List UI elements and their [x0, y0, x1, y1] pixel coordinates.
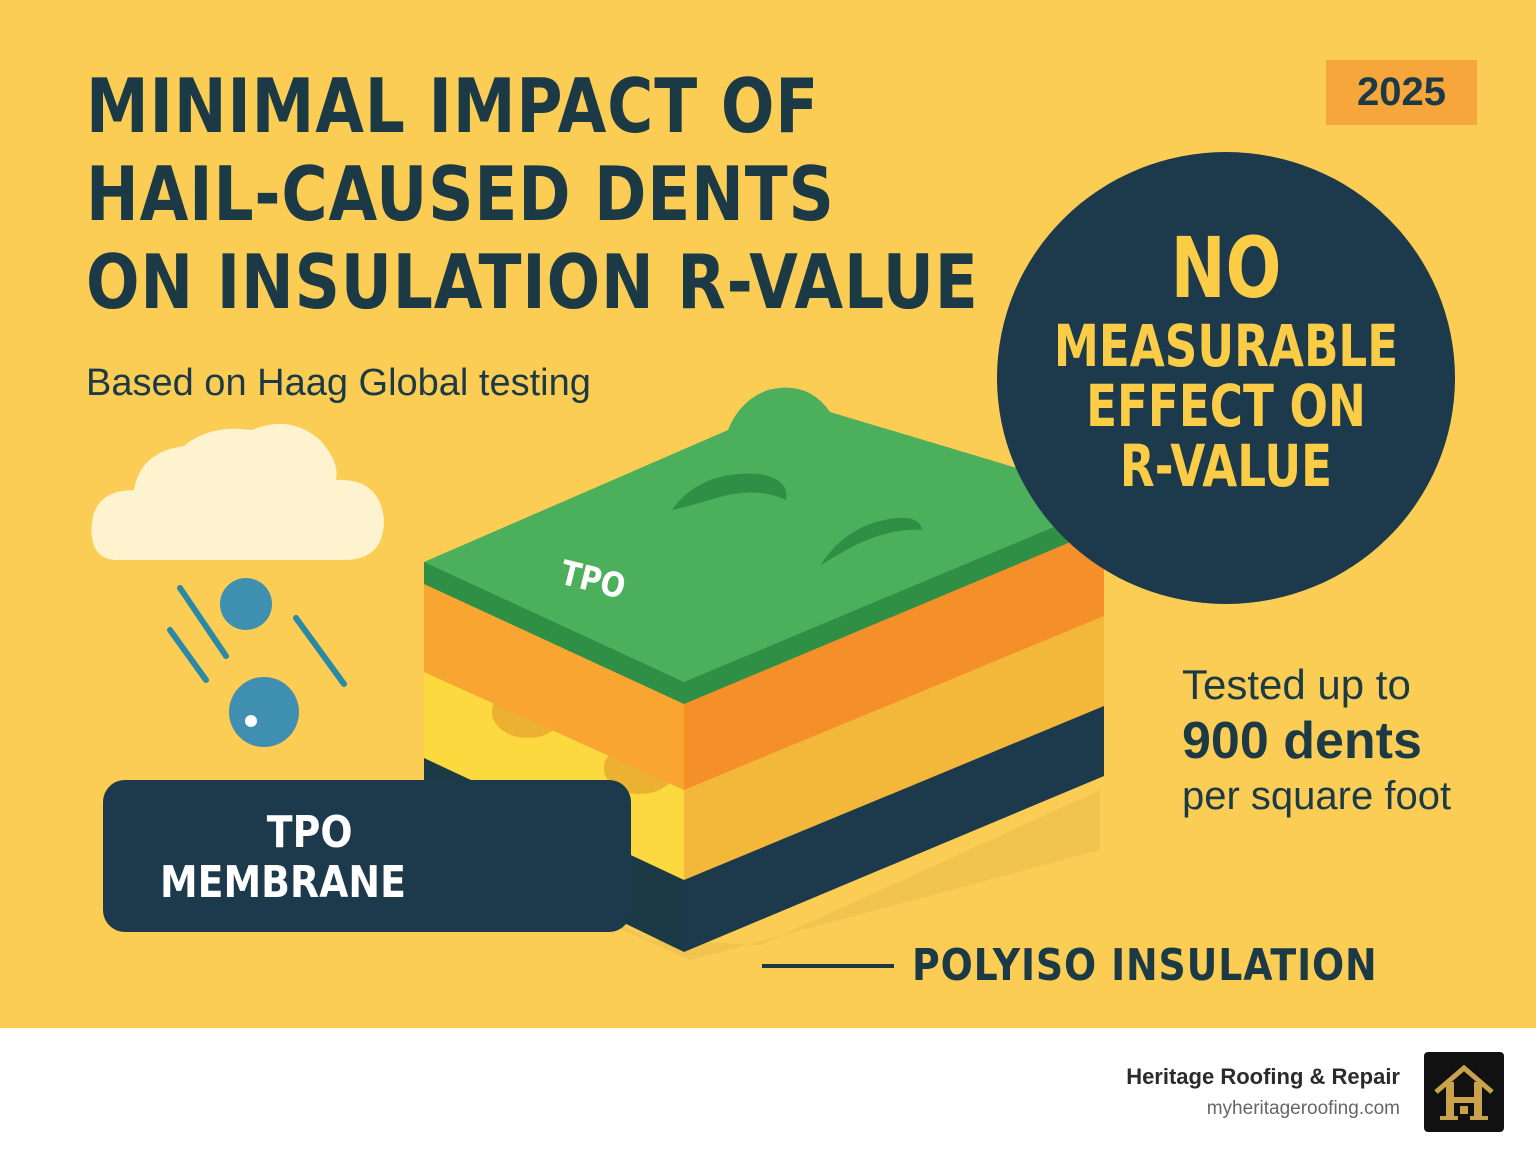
house-h-logo-icon	[1424, 1052, 1504, 1132]
title-line-3: ON INSULATION R-VALUE	[86, 238, 979, 326]
test-stat: Tested up to 900 dents per square foot	[1182, 660, 1451, 820]
footer	[0, 1028, 1536, 1154]
stat-line-2: 900 dents	[1182, 712, 1422, 770]
membrane-label-line-1: TPO	[266, 807, 353, 858]
orange-layer	[424, 528, 1104, 790]
cloud-icon	[91, 423, 384, 560]
title-line-1: MINIMAL IMPACT OF	[86, 62, 820, 150]
tpo-membrane-layer	[424, 387, 1104, 704]
year-badge: 2025	[1326, 60, 1477, 125]
membrane-label-line-2: MEMBRANE	[160, 857, 406, 908]
title-line-2: HAIL-CAUSED DENTS	[86, 150, 835, 238]
result-badge	[997, 152, 1455, 604]
badge-line-1: NO	[1170, 219, 1282, 317]
insulation-label: POLYISO INSULATION	[912, 940, 1378, 991]
stat-line-1: Tested up to	[1182, 661, 1411, 708]
badge-line-2: MEASURABLE	[1053, 312, 1399, 380]
stat-line-3: per square foot	[1182, 774, 1452, 818]
badge-line-3: EFFECT ON	[1086, 372, 1366, 440]
hailstone-icon	[167, 578, 347, 747]
roof-layer-illustration	[91, 387, 1104, 968]
subtitle: Based on Haag Global testing	[86, 362, 591, 404]
membrane-label-box	[103, 780, 631, 932]
badge-line-4: R-VALUE	[1119, 432, 1333, 500]
page-title: MINIMAL IMPACT OF HAIL-CAUSED DENTS ON I…	[86, 62, 979, 326]
result-badge-text: NO MEASURABLE EFFECT ON R-VALUE	[1000, 220, 1452, 496]
company-url: myheritageroofing.com	[1206, 1098, 1400, 1119]
company-name: Heritage Roofing & Repair	[1126, 1064, 1400, 1089]
membrane-label: TPO MEMBRANE	[160, 808, 446, 908]
